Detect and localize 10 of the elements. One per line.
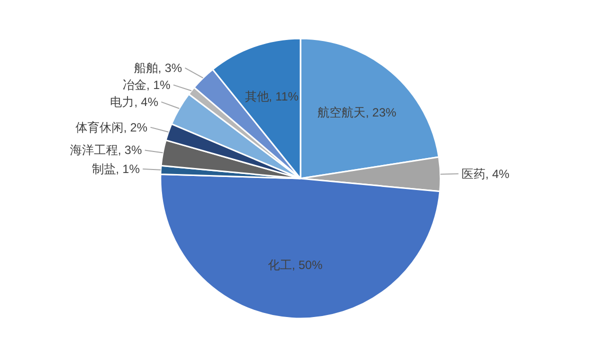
slice-label: 海洋工程, 3% [70, 143, 142, 158]
slice-label: 化工, 50% [268, 258, 323, 272]
slice-label: 体育休闲, 2% [75, 120, 148, 134]
slice-label: 其他, 11% [244, 90, 299, 104]
slice-label: 医药, 4% [461, 166, 510, 181]
slice-label: 航空航天, 23% [318, 106, 397, 120]
slice-label: 制盐, 1% [92, 162, 140, 176]
slice-label: 电力, 4% [110, 94, 159, 109]
slice-label: 冶金, 1% [122, 78, 171, 92]
slice-label: 船舶, 3% [134, 60, 182, 75]
